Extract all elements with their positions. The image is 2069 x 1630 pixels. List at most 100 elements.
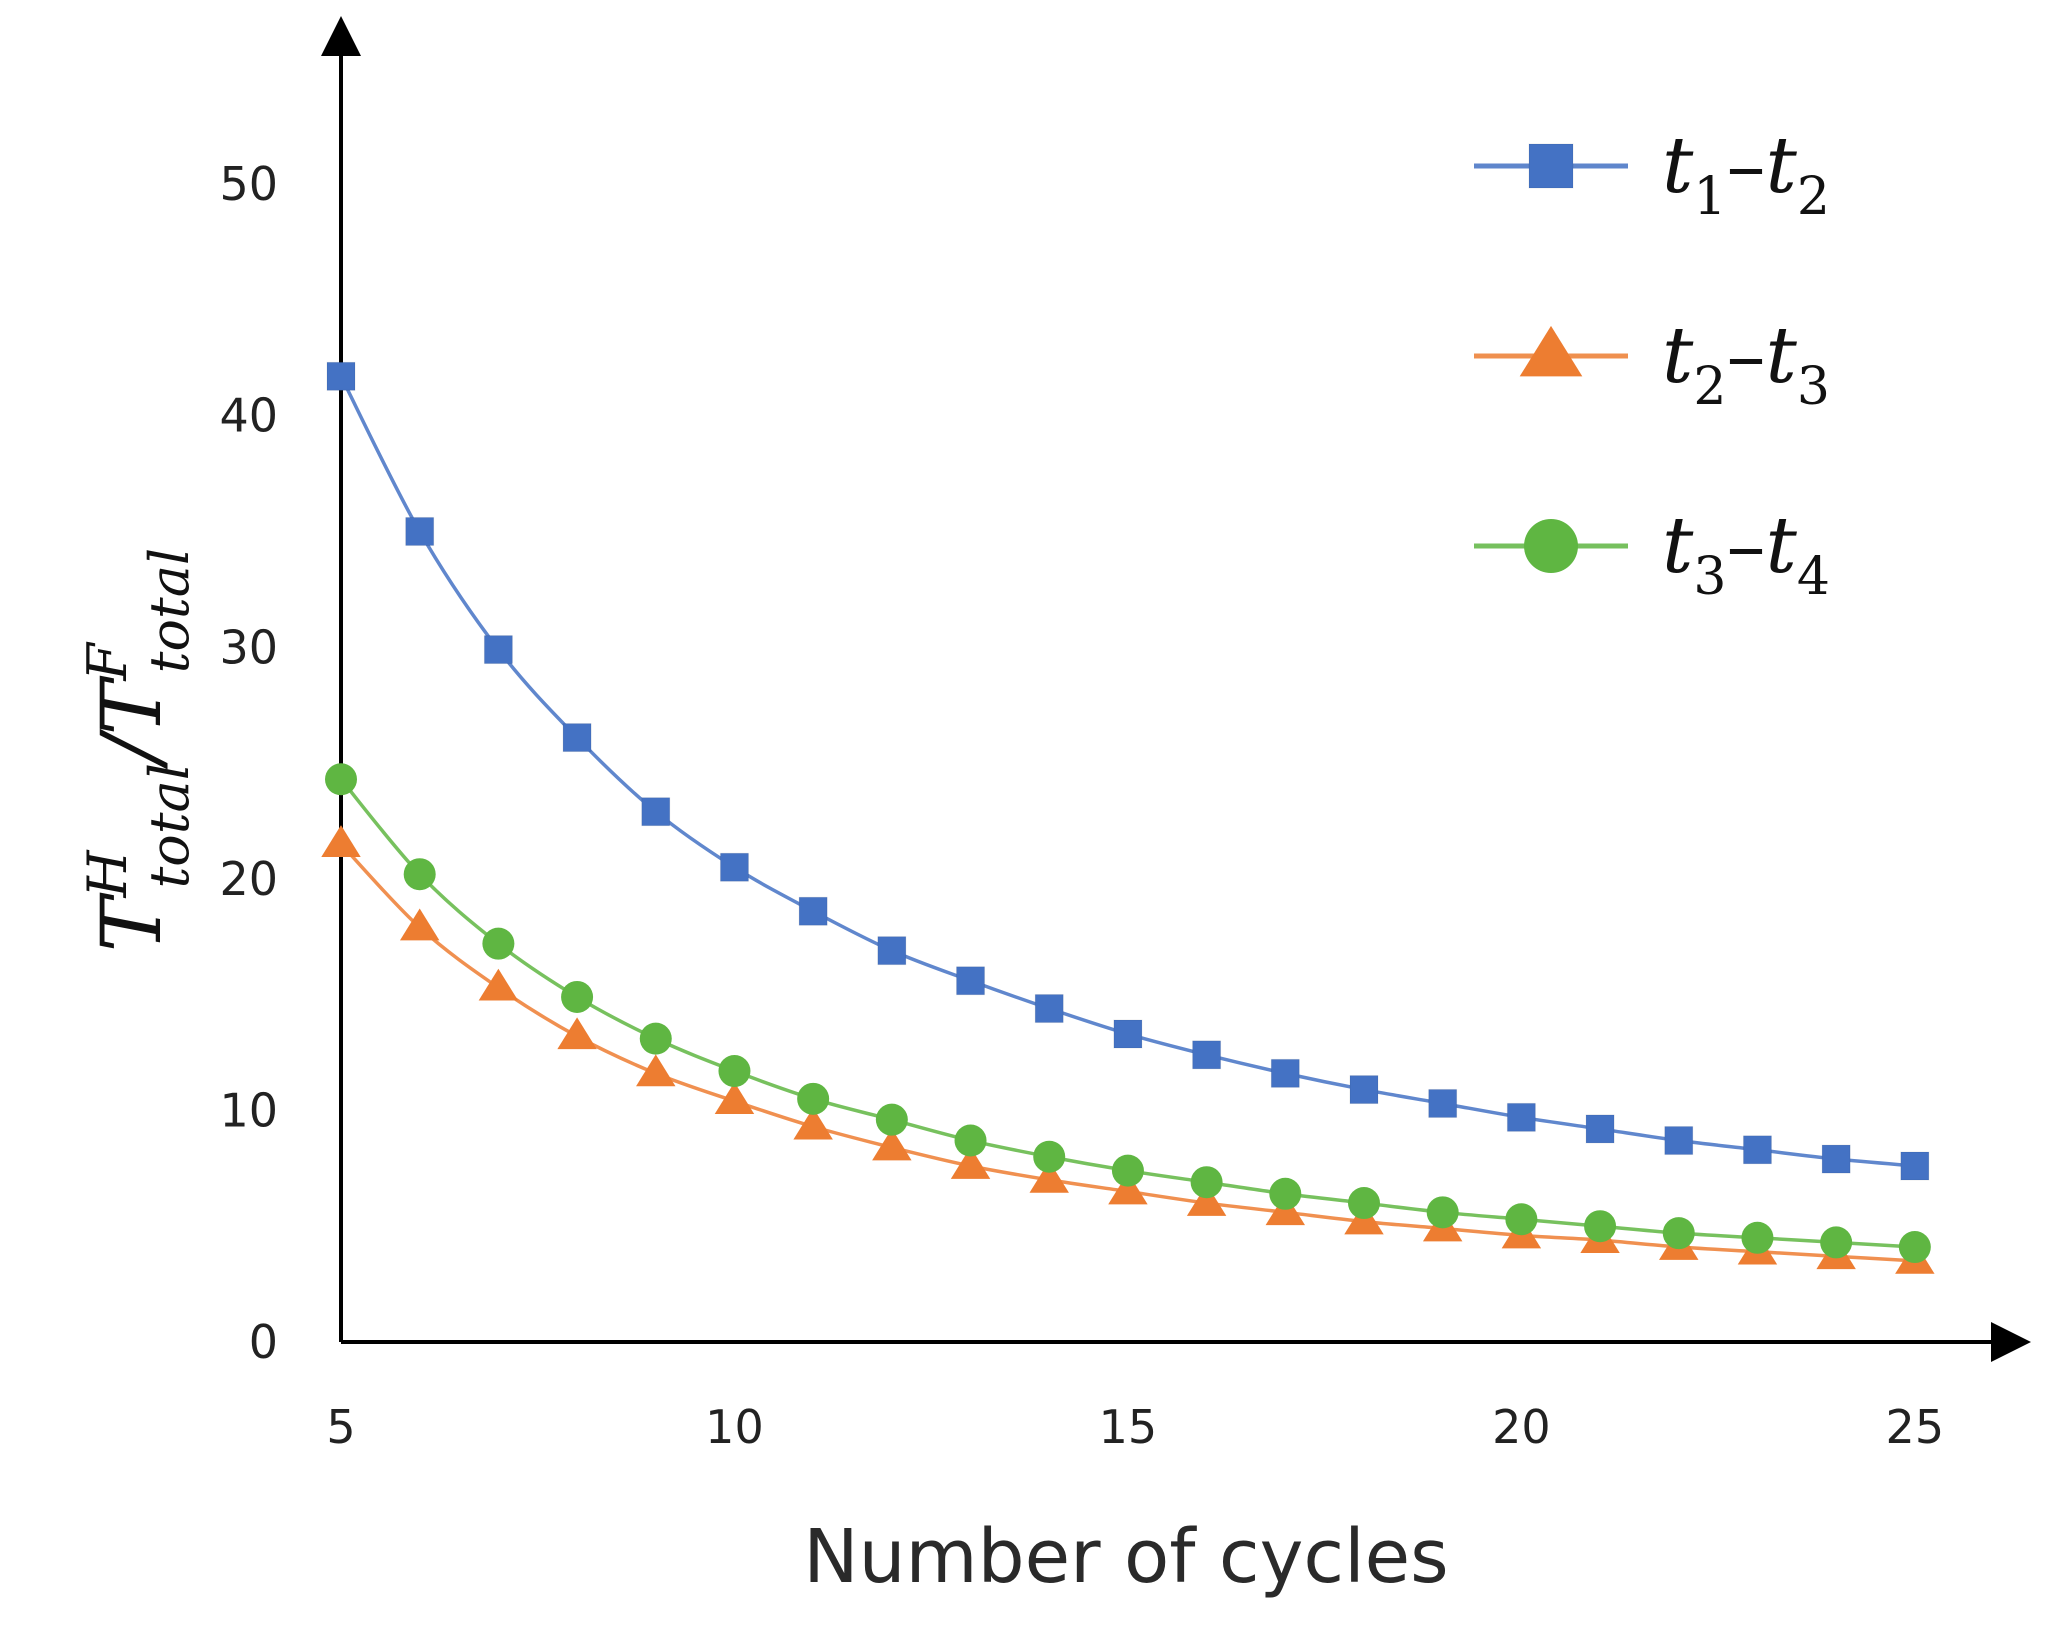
legend-item: t1–t2 bbox=[1474, 121, 1830, 227]
legend-label-part: – bbox=[1726, 311, 1765, 401]
legend-marker bbox=[1528, 143, 1574, 189]
data-point bbox=[1269, 1177, 1302, 1210]
legend-label-part: t bbox=[1765, 501, 1797, 591]
data-point bbox=[950, 1147, 991, 1179]
data-point bbox=[478, 968, 519, 1001]
y-tick-label: 50 bbox=[219, 157, 278, 211]
data-point bbox=[1506, 1102, 1536, 1132]
legend-label-part: t bbox=[1662, 311, 1694, 401]
x-tick-label: 25 bbox=[1886, 1400, 1945, 1454]
legend-label: t3–t4 bbox=[1662, 501, 1830, 607]
legend-item: t2–t3 bbox=[1474, 311, 1830, 417]
data-point bbox=[1034, 994, 1064, 1024]
y-label-den-sup: F bbox=[76, 641, 139, 682]
legend-label-part: 3 bbox=[1797, 357, 1830, 417]
y-label-den-base: T bbox=[85, 675, 180, 735]
data-point bbox=[1186, 1184, 1227, 1216]
data-point bbox=[321, 825, 361, 857]
series-layer bbox=[321, 361, 1935, 1274]
data-point bbox=[1029, 1160, 1069, 1193]
y-label-base: T bbox=[85, 892, 180, 952]
legend-label-part: 2 bbox=[1797, 167, 1830, 227]
legend-label-part: 3 bbox=[1693, 547, 1726, 607]
y-tick-label: 0 bbox=[249, 1315, 278, 1369]
data-point bbox=[326, 361, 356, 391]
legend-label: t1–t2 bbox=[1662, 121, 1830, 227]
x-tick-label: 10 bbox=[705, 1400, 764, 1454]
series-line bbox=[339, 375, 1915, 1168]
data-point bbox=[798, 896, 828, 926]
data-point bbox=[877, 936, 907, 966]
data-point bbox=[1662, 1217, 1695, 1250]
data-point bbox=[1111, 1154, 1144, 1187]
data-point bbox=[325, 763, 357, 796]
x-tick-label: 5 bbox=[326, 1400, 355, 1454]
legend-label-part: 2 bbox=[1693, 357, 1726, 417]
x-tick-label: 20 bbox=[1492, 1400, 1551, 1454]
series-triangle bbox=[321, 825, 1935, 1274]
y-label-den-sub: total bbox=[138, 548, 201, 673]
data-point bbox=[1347, 1187, 1380, 1220]
data-point bbox=[875, 1103, 908, 1136]
data-point bbox=[714, 1082, 755, 1115]
series-circle bbox=[325, 763, 1931, 1264]
legend-label-part: – bbox=[1726, 501, 1765, 591]
data-point bbox=[1270, 1058, 1300, 1088]
data-point bbox=[719, 852, 749, 882]
data-point bbox=[483, 635, 513, 665]
data-point bbox=[641, 797, 671, 827]
y-label-num-sub: total bbox=[138, 763, 201, 888]
series-square bbox=[326, 361, 1930, 1181]
data-point bbox=[1821, 1144, 1851, 1174]
data-point bbox=[1742, 1135, 1772, 1165]
data-point bbox=[1190, 1166, 1223, 1199]
data-point bbox=[872, 1128, 912, 1161]
data-point bbox=[405, 516, 435, 546]
legend-marker bbox=[1519, 325, 1583, 377]
data-point bbox=[561, 980, 594, 1013]
data-point bbox=[1108, 1172, 1148, 1205]
data-point bbox=[1192, 1040, 1222, 1070]
legend-label-part: 1 bbox=[1693, 167, 1726, 227]
data-point bbox=[557, 1017, 597, 1050]
y-axis-label: THtotal/TFtotal bbox=[76, 548, 201, 952]
data-point bbox=[482, 927, 515, 960]
data-point bbox=[1033, 1140, 1066, 1173]
data-point bbox=[1900, 1151, 1930, 1181]
legend-label-part: t bbox=[1765, 121, 1797, 211]
data-point bbox=[399, 908, 440, 941]
x-tick-label: 15 bbox=[1099, 1400, 1158, 1454]
data-point bbox=[1584, 1210, 1617, 1243]
legend-label-part: t bbox=[1662, 501, 1694, 591]
data-point bbox=[1113, 1019, 1143, 1049]
data-point bbox=[1585, 1114, 1615, 1144]
legend-item: t3–t4 bbox=[1474, 501, 1830, 607]
data-point bbox=[1428, 1088, 1458, 1118]
legend-label-part: t bbox=[1662, 121, 1694, 211]
legend-marker bbox=[1524, 519, 1578, 573]
data-point bbox=[718, 1055, 751, 1088]
x-axis-label: Number of cycles bbox=[803, 1514, 1448, 1600]
data-point bbox=[1820, 1226, 1853, 1259]
data-point bbox=[636, 1054, 676, 1087]
y-label-num-sup: H bbox=[76, 849, 139, 898]
data-point bbox=[1741, 1221, 1774, 1254]
data-point bbox=[562, 723, 592, 753]
y-tick-label: 40 bbox=[219, 389, 278, 443]
data-point bbox=[956, 966, 986, 996]
data-point bbox=[1898, 1231, 1931, 1264]
legend-label-part: 4 bbox=[1797, 547, 1830, 607]
data-point bbox=[639, 1022, 672, 1055]
data-point bbox=[1426, 1196, 1459, 1229]
axes: 0 10 20 30 40 50 5 10 15 20 25 bbox=[219, 16, 2031, 1454]
data-point bbox=[797, 1082, 830, 1115]
data-point bbox=[1664, 1126, 1694, 1156]
data-point bbox=[1505, 1203, 1538, 1236]
data-point bbox=[403, 858, 436, 891]
data-point bbox=[793, 1107, 833, 1140]
data-point bbox=[954, 1124, 987, 1157]
y-tick-label: 10 bbox=[219, 1083, 278, 1137]
legend-label-part: t bbox=[1765, 311, 1797, 401]
